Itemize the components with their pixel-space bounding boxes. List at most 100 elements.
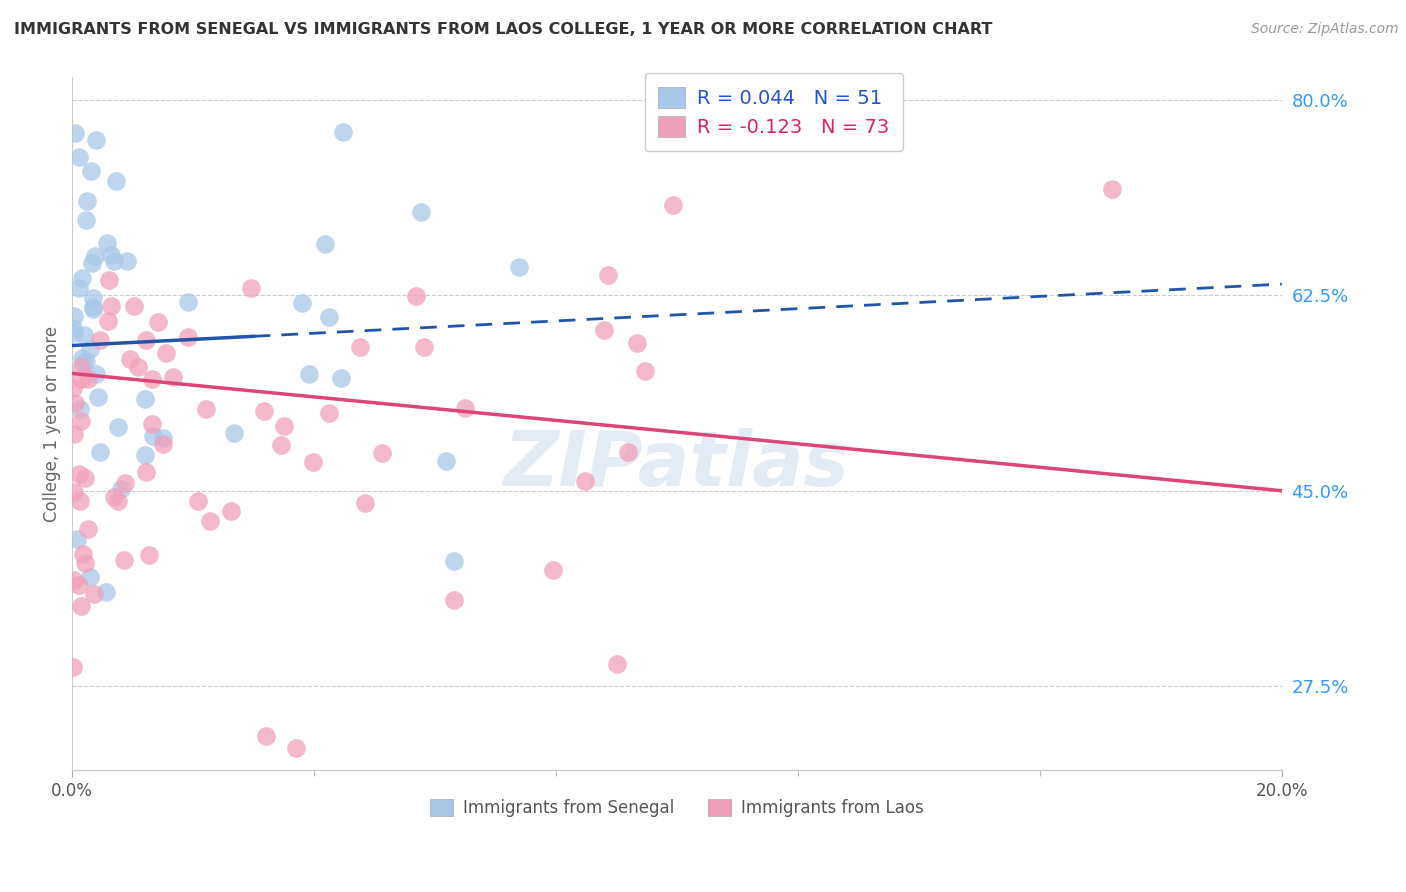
- Point: [83, 587, 105, 601]
- Point: [285, 740, 308, 755]
- Point: [596, 268, 619, 282]
- Point: [297, 367, 319, 381]
- Point: [443, 554, 465, 568]
- Point: [79, 342, 101, 356]
- Point: [162, 370, 184, 384]
- Point: [87, 390, 110, 404]
- Point: [105, 173, 128, 187]
- Point: [63, 485, 86, 500]
- Point: [70, 414, 93, 428]
- Point: [349, 339, 371, 353]
- Point: [100, 299, 122, 313]
- Point: [63, 573, 86, 587]
- Point: [222, 426, 245, 441]
- Point: [67, 577, 90, 591]
- Point: [72, 547, 94, 561]
- Point: [1101, 182, 1123, 196]
- Point: [103, 254, 125, 268]
- Point: [62, 320, 84, 334]
- Point: [541, 563, 564, 577]
- Point: [155, 345, 177, 359]
- Point: [112, 553, 135, 567]
- Point: [70, 351, 93, 365]
- Point: [443, 593, 465, 607]
- Point: [103, 490, 125, 504]
- Point: [72, 356, 94, 370]
- Point: [79, 569, 101, 583]
- Point: [318, 310, 340, 324]
- Point: [221, 504, 243, 518]
- Point: [65, 533, 87, 547]
- Point: [142, 428, 165, 442]
- Point: [291, 296, 314, 310]
- Point: [117, 253, 139, 268]
- Point: [63, 310, 86, 324]
- Point: [453, 401, 475, 415]
- Point: [97, 314, 120, 328]
- Point: [127, 360, 149, 375]
- Point: [254, 730, 277, 744]
- Point: [405, 289, 427, 303]
- Point: [75, 212, 97, 227]
- Point: [80, 256, 103, 270]
- Point: [110, 482, 132, 496]
- Point: [253, 404, 276, 418]
- Point: [63, 326, 86, 341]
- Point: [329, 371, 352, 385]
- Point: [194, 401, 217, 416]
- Point: [62, 660, 84, 674]
- Point: [177, 330, 200, 344]
- Point: [176, 295, 198, 310]
- Point: [69, 493, 91, 508]
- Point: [114, 475, 136, 490]
- Point: [80, 164, 103, 178]
- Point: [122, 299, 145, 313]
- Point: [67, 281, 90, 295]
- Point: [134, 448, 156, 462]
- Point: [412, 340, 434, 354]
- Point: [100, 248, 122, 262]
- Point: [76, 372, 98, 386]
- Text: Source: ZipAtlas.com: Source: ZipAtlas.com: [1251, 22, 1399, 37]
- Point: [152, 436, 174, 450]
- Point: [135, 333, 157, 347]
- Point: [65, 396, 87, 410]
- Point: [318, 406, 340, 420]
- Point: [70, 599, 93, 614]
- Point: [70, 271, 93, 285]
- Point: [63, 127, 86, 141]
- Point: [98, 273, 121, 287]
- Point: [77, 522, 100, 536]
- Point: [84, 368, 107, 382]
- Point: [411, 205, 433, 219]
- Point: [107, 420, 129, 434]
- Point: [89, 333, 111, 347]
- Point: [605, 657, 627, 671]
- Point: [434, 454, 457, 468]
- Point: [70, 360, 93, 375]
- Point: [135, 465, 157, 479]
- Point: [84, 133, 107, 147]
- Point: [76, 194, 98, 209]
- Point: [239, 281, 262, 295]
- Point: [62, 381, 84, 395]
- Point: [107, 494, 129, 508]
- Point: [354, 496, 377, 510]
- Point: [187, 493, 209, 508]
- Point: [141, 372, 163, 386]
- Point: [69, 150, 91, 164]
- Point: [67, 467, 90, 481]
- Point: [94, 584, 117, 599]
- Point: [63, 426, 86, 441]
- Point: [617, 445, 640, 459]
- Point: [302, 455, 325, 469]
- Point: [72, 328, 94, 343]
- Point: [593, 323, 616, 337]
- Point: [118, 351, 141, 366]
- Point: [134, 392, 156, 407]
- Point: [141, 417, 163, 432]
- Point: [82, 300, 104, 314]
- Point: [89, 445, 111, 459]
- Point: [662, 198, 685, 212]
- Point: [75, 353, 97, 368]
